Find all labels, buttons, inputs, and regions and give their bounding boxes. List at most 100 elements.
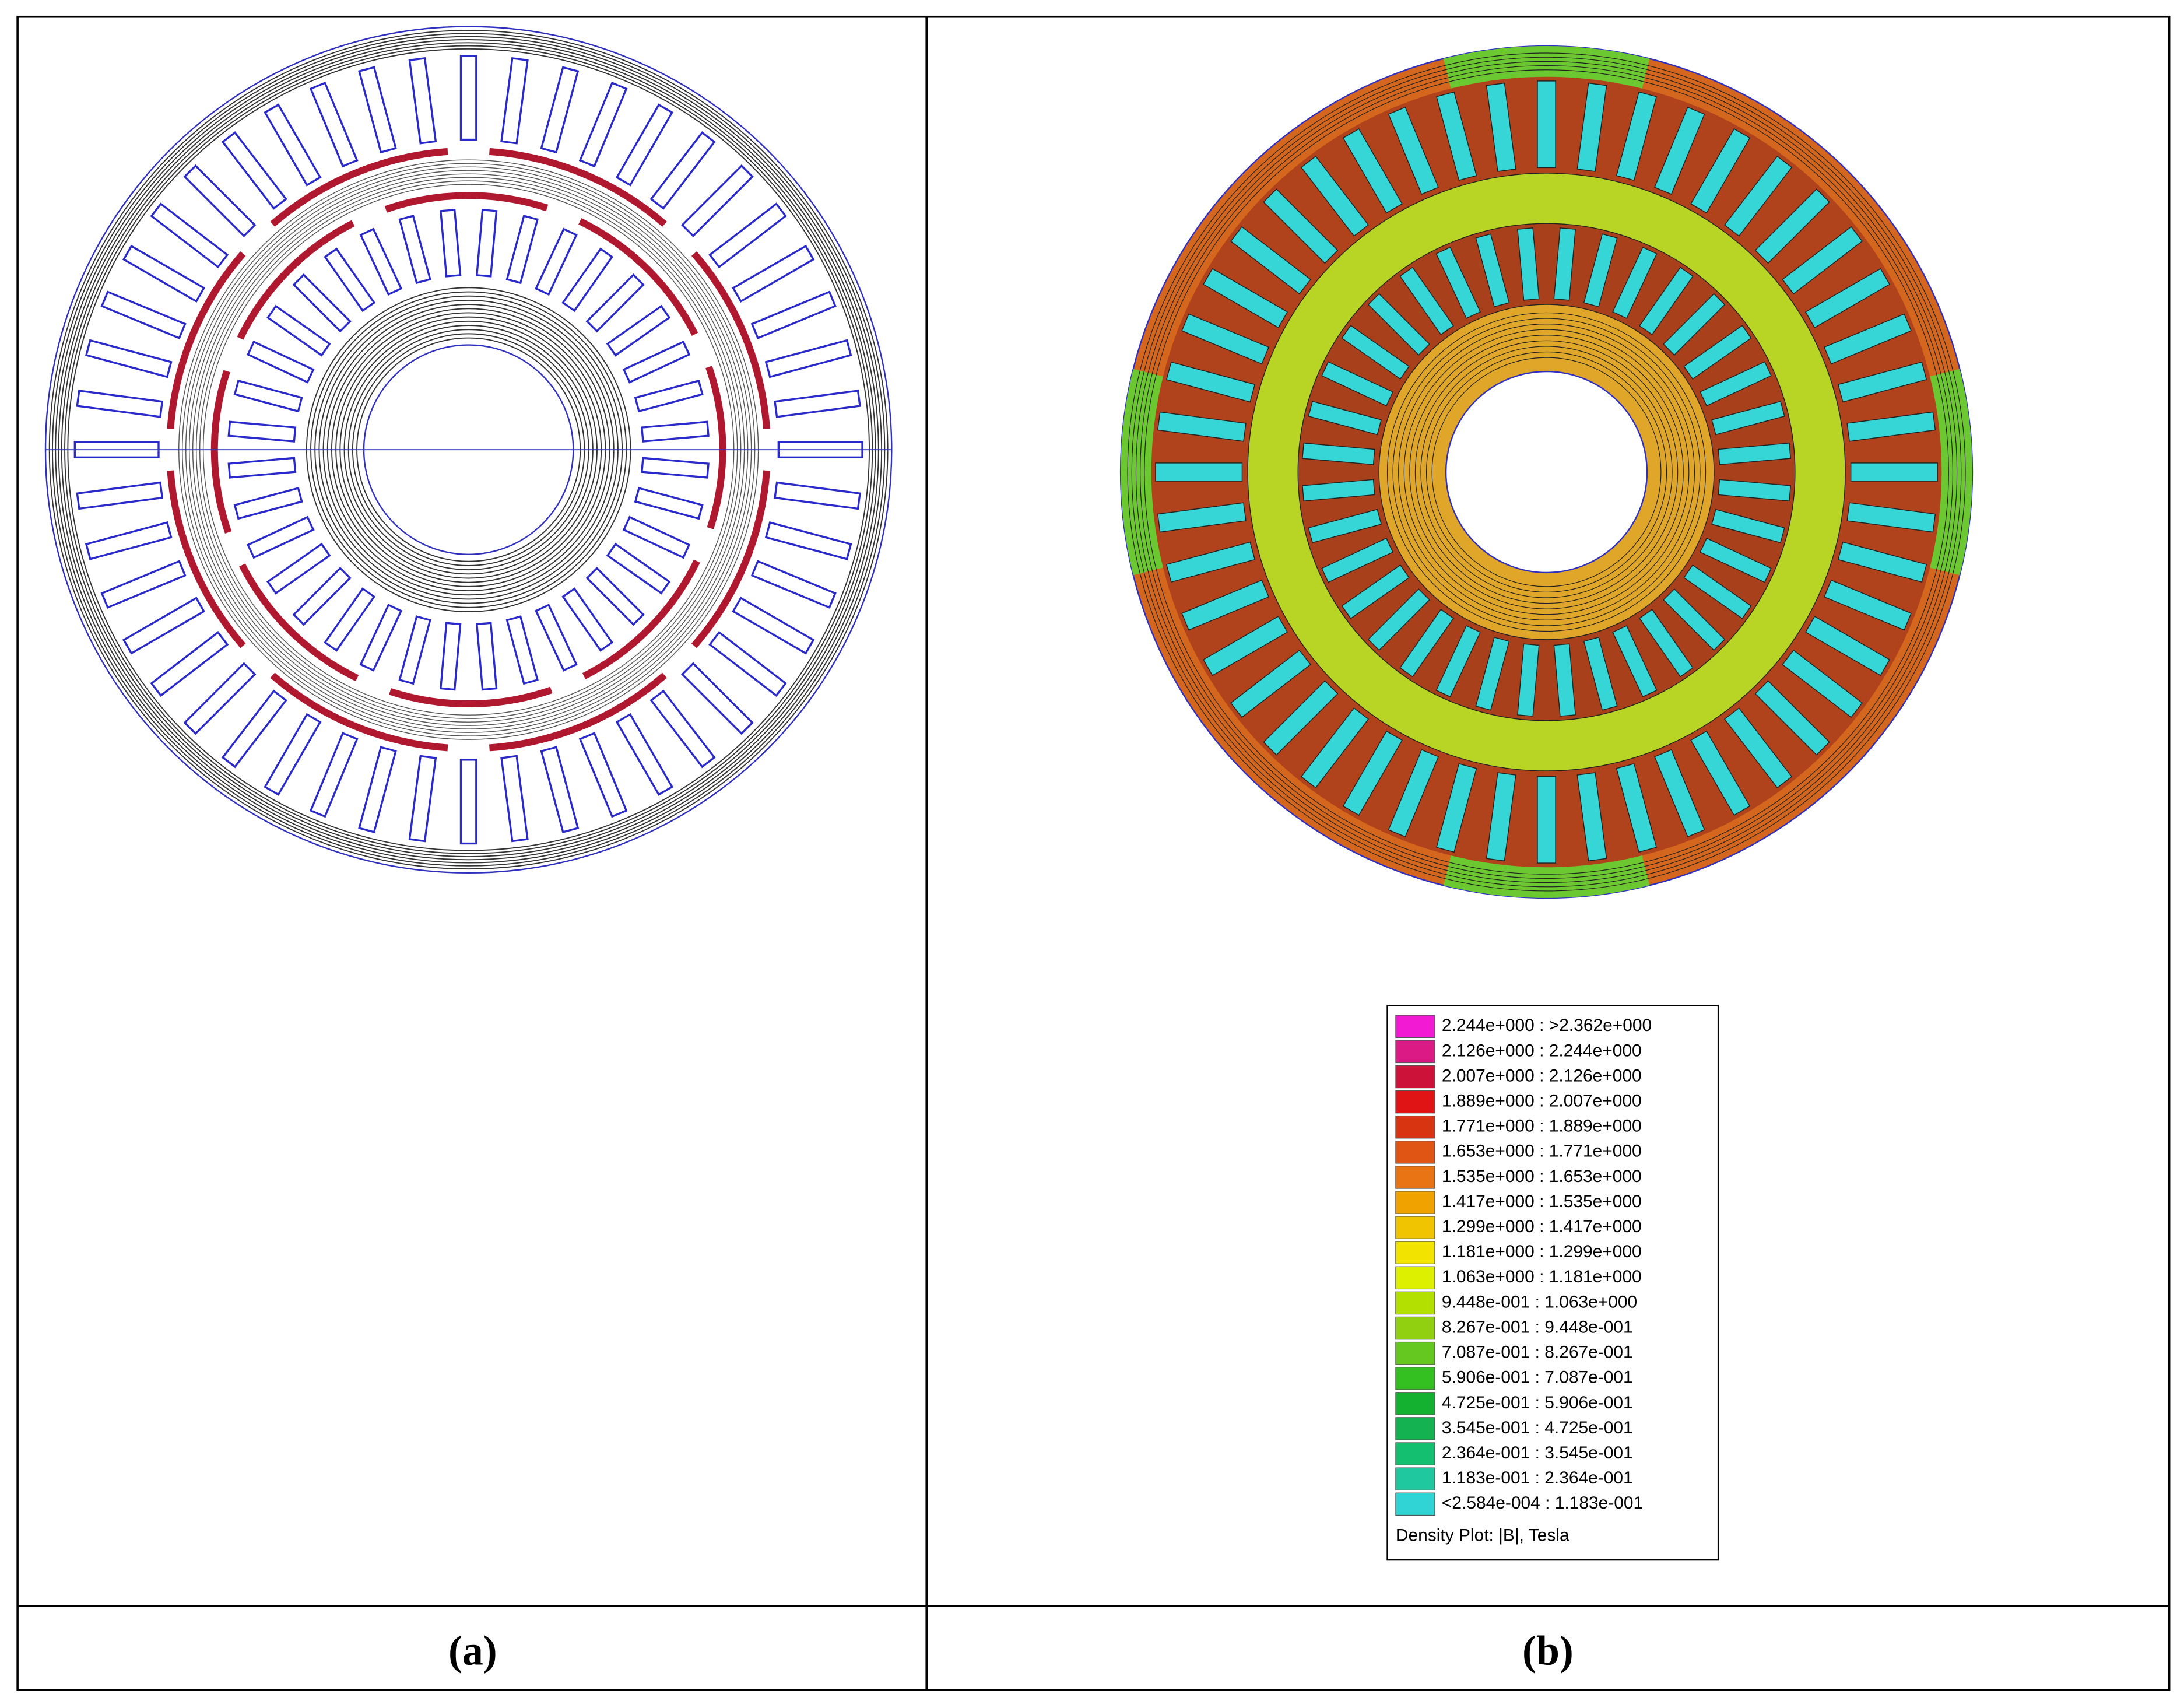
flux-line (1135, 61, 1958, 883)
flux-line (1386, 312, 1707, 632)
slot (1181, 313, 1270, 365)
slot (358, 746, 397, 833)
legend-swatch (1395, 1191, 1435, 1214)
slot (634, 487, 704, 520)
slot (264, 713, 322, 796)
slot (1616, 91, 1658, 181)
magnet (167, 251, 246, 429)
slot (1436, 91, 1477, 181)
slot (774, 390, 861, 418)
legend-label: 1.181e+000 : 1.299e+000 (1442, 1242, 1642, 1261)
slot (1711, 508, 1785, 543)
slot (1782, 226, 1863, 295)
legend-swatch (1395, 1040, 1435, 1064)
slot (1435, 247, 1481, 319)
magnet (384, 192, 549, 213)
slot (1341, 564, 1410, 619)
slot (535, 227, 578, 296)
low-field-zone (1443, 46, 1650, 94)
slot (1321, 538, 1393, 583)
legend-label: 2.244e+000 : >2.362e+000 (1442, 1016, 1652, 1035)
slot (585, 567, 645, 626)
slot (649, 689, 716, 769)
slot (183, 662, 257, 735)
slot (540, 66, 580, 154)
magnet (691, 251, 770, 429)
slot (1203, 616, 1288, 676)
slot (227, 420, 297, 443)
slot (1846, 411, 1936, 442)
slot (459, 55, 477, 141)
slot (615, 103, 674, 187)
slot (150, 202, 229, 269)
slot (1165, 362, 1256, 403)
slot (750, 560, 837, 609)
slot (324, 247, 376, 313)
slot (1683, 564, 1752, 619)
slot (1302, 479, 1375, 501)
legend-label: 1.535e+000 : 1.653e+000 (1442, 1167, 1642, 1186)
slot (732, 244, 815, 303)
slot (324, 587, 376, 652)
slot (1263, 188, 1339, 264)
slot (358, 66, 397, 154)
slot (1612, 625, 1658, 697)
flux-line (1398, 324, 1695, 620)
legend-swatch (1395, 1166, 1435, 1189)
caption: (b) (1522, 1627, 1574, 1674)
legend-swatch (1395, 1442, 1435, 1465)
magnet (270, 148, 448, 227)
slot (680, 164, 754, 237)
slot (221, 689, 287, 769)
magnet (238, 563, 359, 682)
slot (1388, 749, 1439, 837)
slot (1300, 155, 1370, 237)
slot (1181, 579, 1270, 631)
slot (1654, 749, 1705, 837)
slot (1203, 268, 1288, 328)
slot (1553, 643, 1576, 717)
legend-label: 1.417e+000 : 1.535e+000 (1442, 1192, 1642, 1211)
legend-label: 5.906e-001 : 7.087e-001 (1442, 1368, 1633, 1387)
legend-label: 7.087e-001 : 8.267e-001 (1442, 1343, 1633, 1362)
slot (750, 290, 837, 340)
slot (606, 304, 671, 357)
slot (459, 759, 477, 845)
legend-swatch (1395, 1216, 1435, 1239)
slot (1711, 401, 1785, 436)
slot (764, 339, 852, 378)
legend-swatch (1395, 1392, 1435, 1415)
legend-label: 8.267e-001 : 9.448e-001 (1442, 1317, 1633, 1337)
legend-swatch (1395, 1316, 1435, 1340)
legend-label: 1.063e+000 : 1.181e+000 (1442, 1267, 1642, 1286)
slot (122, 597, 206, 655)
magnet (489, 148, 667, 227)
slot (76, 390, 164, 418)
flux-line-plot (44, 26, 893, 874)
slot (1367, 293, 1430, 356)
slot (1300, 707, 1370, 788)
legend-swatch (1395, 1015, 1435, 1039)
slot (1663, 293, 1726, 356)
slot (634, 379, 704, 413)
slot (1754, 680, 1830, 756)
slot (476, 208, 498, 278)
legend-label: 1.889e+000 : 2.007e+000 (1442, 1091, 1642, 1110)
slot (1663, 588, 1726, 651)
slot (732, 597, 815, 655)
slot (100, 290, 187, 340)
flux-line (1409, 335, 1684, 609)
slot (247, 515, 315, 559)
legend-swatch (1395, 1492, 1435, 1516)
flux-line (1392, 318, 1701, 626)
slot (292, 273, 352, 333)
slot (1690, 730, 1751, 816)
slot (408, 57, 437, 145)
legend-label: 9.448e-001 : 1.063e+000 (1442, 1292, 1637, 1311)
slot (1700, 361, 1772, 406)
slot (1157, 411, 1247, 442)
slot (1342, 730, 1403, 816)
slot (1724, 155, 1793, 237)
slot (1475, 637, 1510, 711)
slot (649, 131, 716, 210)
